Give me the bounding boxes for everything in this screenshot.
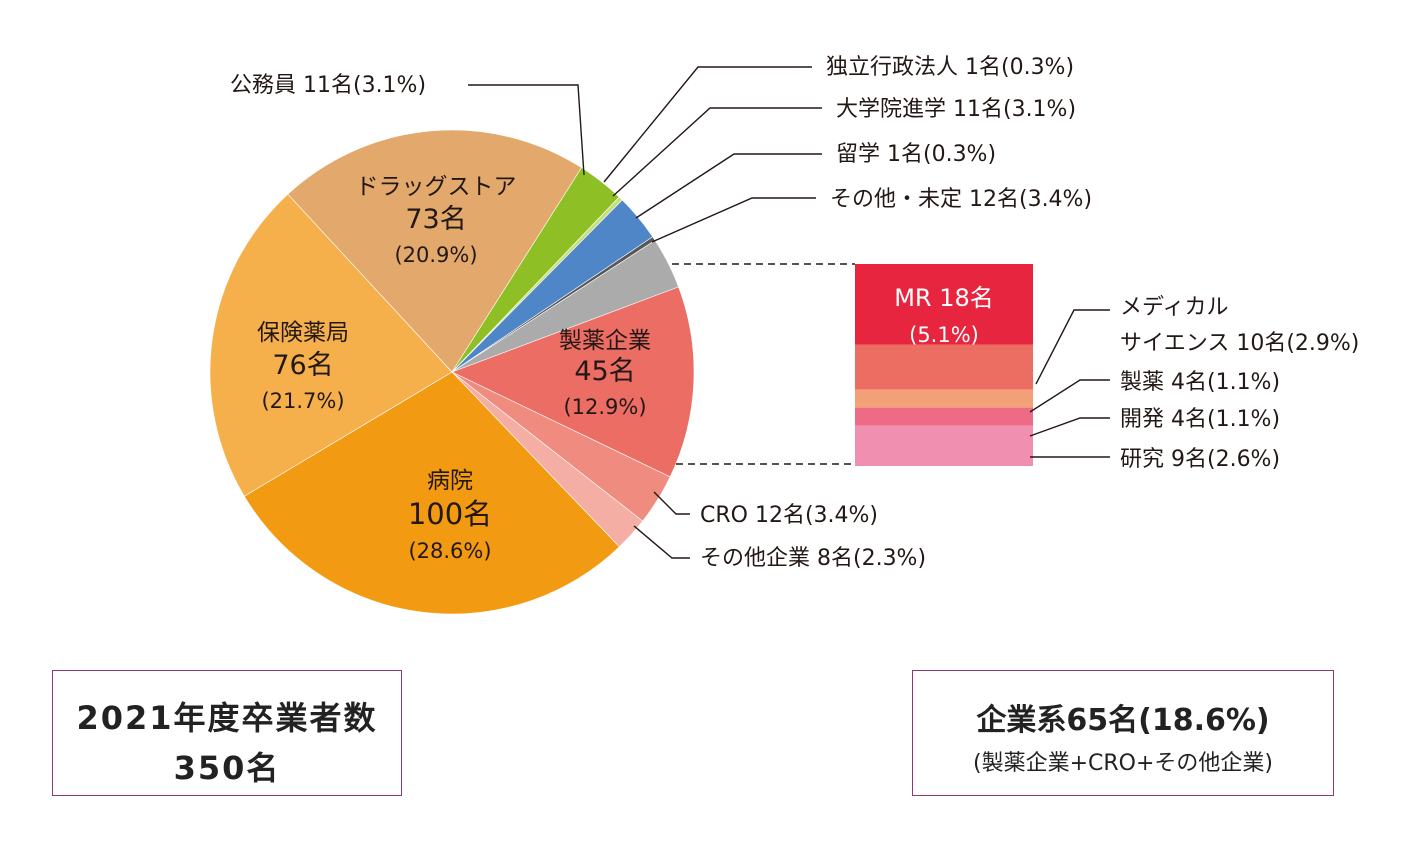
total-graduates-box: 2021年度卒業者数 350名 (52, 670, 402, 796)
svg-text:76名: 76名 (272, 350, 333, 381)
leader-medical (1035, 309, 1110, 385)
svg-text:(21.7%): (21.7%) (261, 389, 344, 413)
svg-text:100名: 100名 (408, 497, 492, 531)
leader-lines (468, 66, 1110, 559)
bar-label-seiyaku: 製薬 4名(1.1%) (1120, 370, 1280, 395)
bar-label-kaihatsu: 開発 4名(1.1%) (1120, 407, 1280, 432)
leader-ryugaku (635, 153, 822, 219)
leader-daigakuin (612, 107, 822, 197)
svg-text:製薬企業: 製薬企業 (559, 328, 651, 354)
leader-sonota-kigyo (633, 525, 690, 559)
leader-komuin (468, 84, 585, 176)
company-total-note: (製薬企業+CRO+その他企業) (973, 751, 1273, 776)
outer-label-sonota-kigyo: その他企業 8名(2.3%) (700, 546, 926, 571)
bar-label-medical-2: サイエンス 10名(2.9%) (1120, 331, 1359, 356)
svg-text:病院: 病院 (427, 468, 473, 494)
svg-text:45名: 45名 (574, 356, 635, 387)
bar-segment-2 (855, 389, 1033, 408)
svg-text:ドラッグストア: ドラッグストア (356, 174, 517, 200)
total-graduates-count: 350名 (173, 749, 281, 787)
outer-label-ryugaku: 留学 1名(0.3%) (836, 142, 996, 167)
leader-dokuritsu (603, 66, 812, 183)
company-total-title: 企業系65名(18.6%) (976, 703, 1270, 738)
outer-label-komuin: 公務員 11名(3.1%) (230, 73, 426, 98)
inner-label-seiyaku: 製薬企業 45名 (12.9%) (559, 328, 651, 419)
pie-chart (209, 129, 695, 615)
svg-text:(28.6%): (28.6%) (408, 539, 491, 563)
leader-cro (653, 491, 690, 515)
pie-slice-3 (243, 371, 620, 615)
outer-label-sonota-mitei: その他・未定 12名(3.4%) (830, 187, 1092, 212)
breakdown-stacked-bar (855, 264, 1033, 466)
outer-label-daigakuin: 大学院進学 11名(3.1%) (836, 97, 1076, 122)
bar-label-medical-1: メディカル (1120, 295, 1228, 320)
leader-seiyaku (1029, 379, 1110, 413)
bar-inner-label-mr: MR 18名 (5.1%) (894, 284, 994, 347)
outer-label-cro: CRO 12名(3.4%) (700, 503, 878, 528)
company-total-box: 企業系65名(18.6%) (製薬企業+CRO+その他企業) (912, 670, 1334, 796)
bar-segment-3 (855, 407, 1033, 426)
bar-segment-0 (855, 264, 1033, 345)
svg-text:(12.9%): (12.9%) (563, 395, 646, 419)
svg-text:(5.1%): (5.1%) (909, 323, 979, 347)
bar-segment-4 (855, 425, 1033, 466)
svg-text:保険薬局: 保険薬局 (257, 320, 349, 346)
pie-slice-4 (209, 193, 453, 497)
inner-label-byoin: 病院 100名 (28.6%) (408, 468, 492, 563)
pie-slice-0 (451, 286, 695, 478)
bar-segment-1 (855, 344, 1033, 390)
inner-label-hoken-yakkyoku: 保険薬局 76名 (21.7%) (257, 320, 349, 413)
leader-kaihatsu (1029, 417, 1110, 437)
svg-text:MR 18名: MR 18名 (894, 284, 994, 312)
total-graduates-title: 2021年度卒業者数 (76, 699, 378, 737)
pie-slice-5 (287, 129, 582, 373)
leader-sonota-mitei (651, 197, 816, 243)
svg-text:(20.9%): (20.9%) (394, 243, 477, 267)
bar-label-kenkyu: 研究 9名(2.6%) (1120, 447, 1280, 472)
inner-label-drugstore: ドラッグストア 73名 (20.9%) (356, 174, 517, 267)
outer-label-dokuritsu: 独立行政法人 1名(0.3%) (826, 55, 1074, 80)
svg-text:73名: 73名 (405, 204, 466, 235)
